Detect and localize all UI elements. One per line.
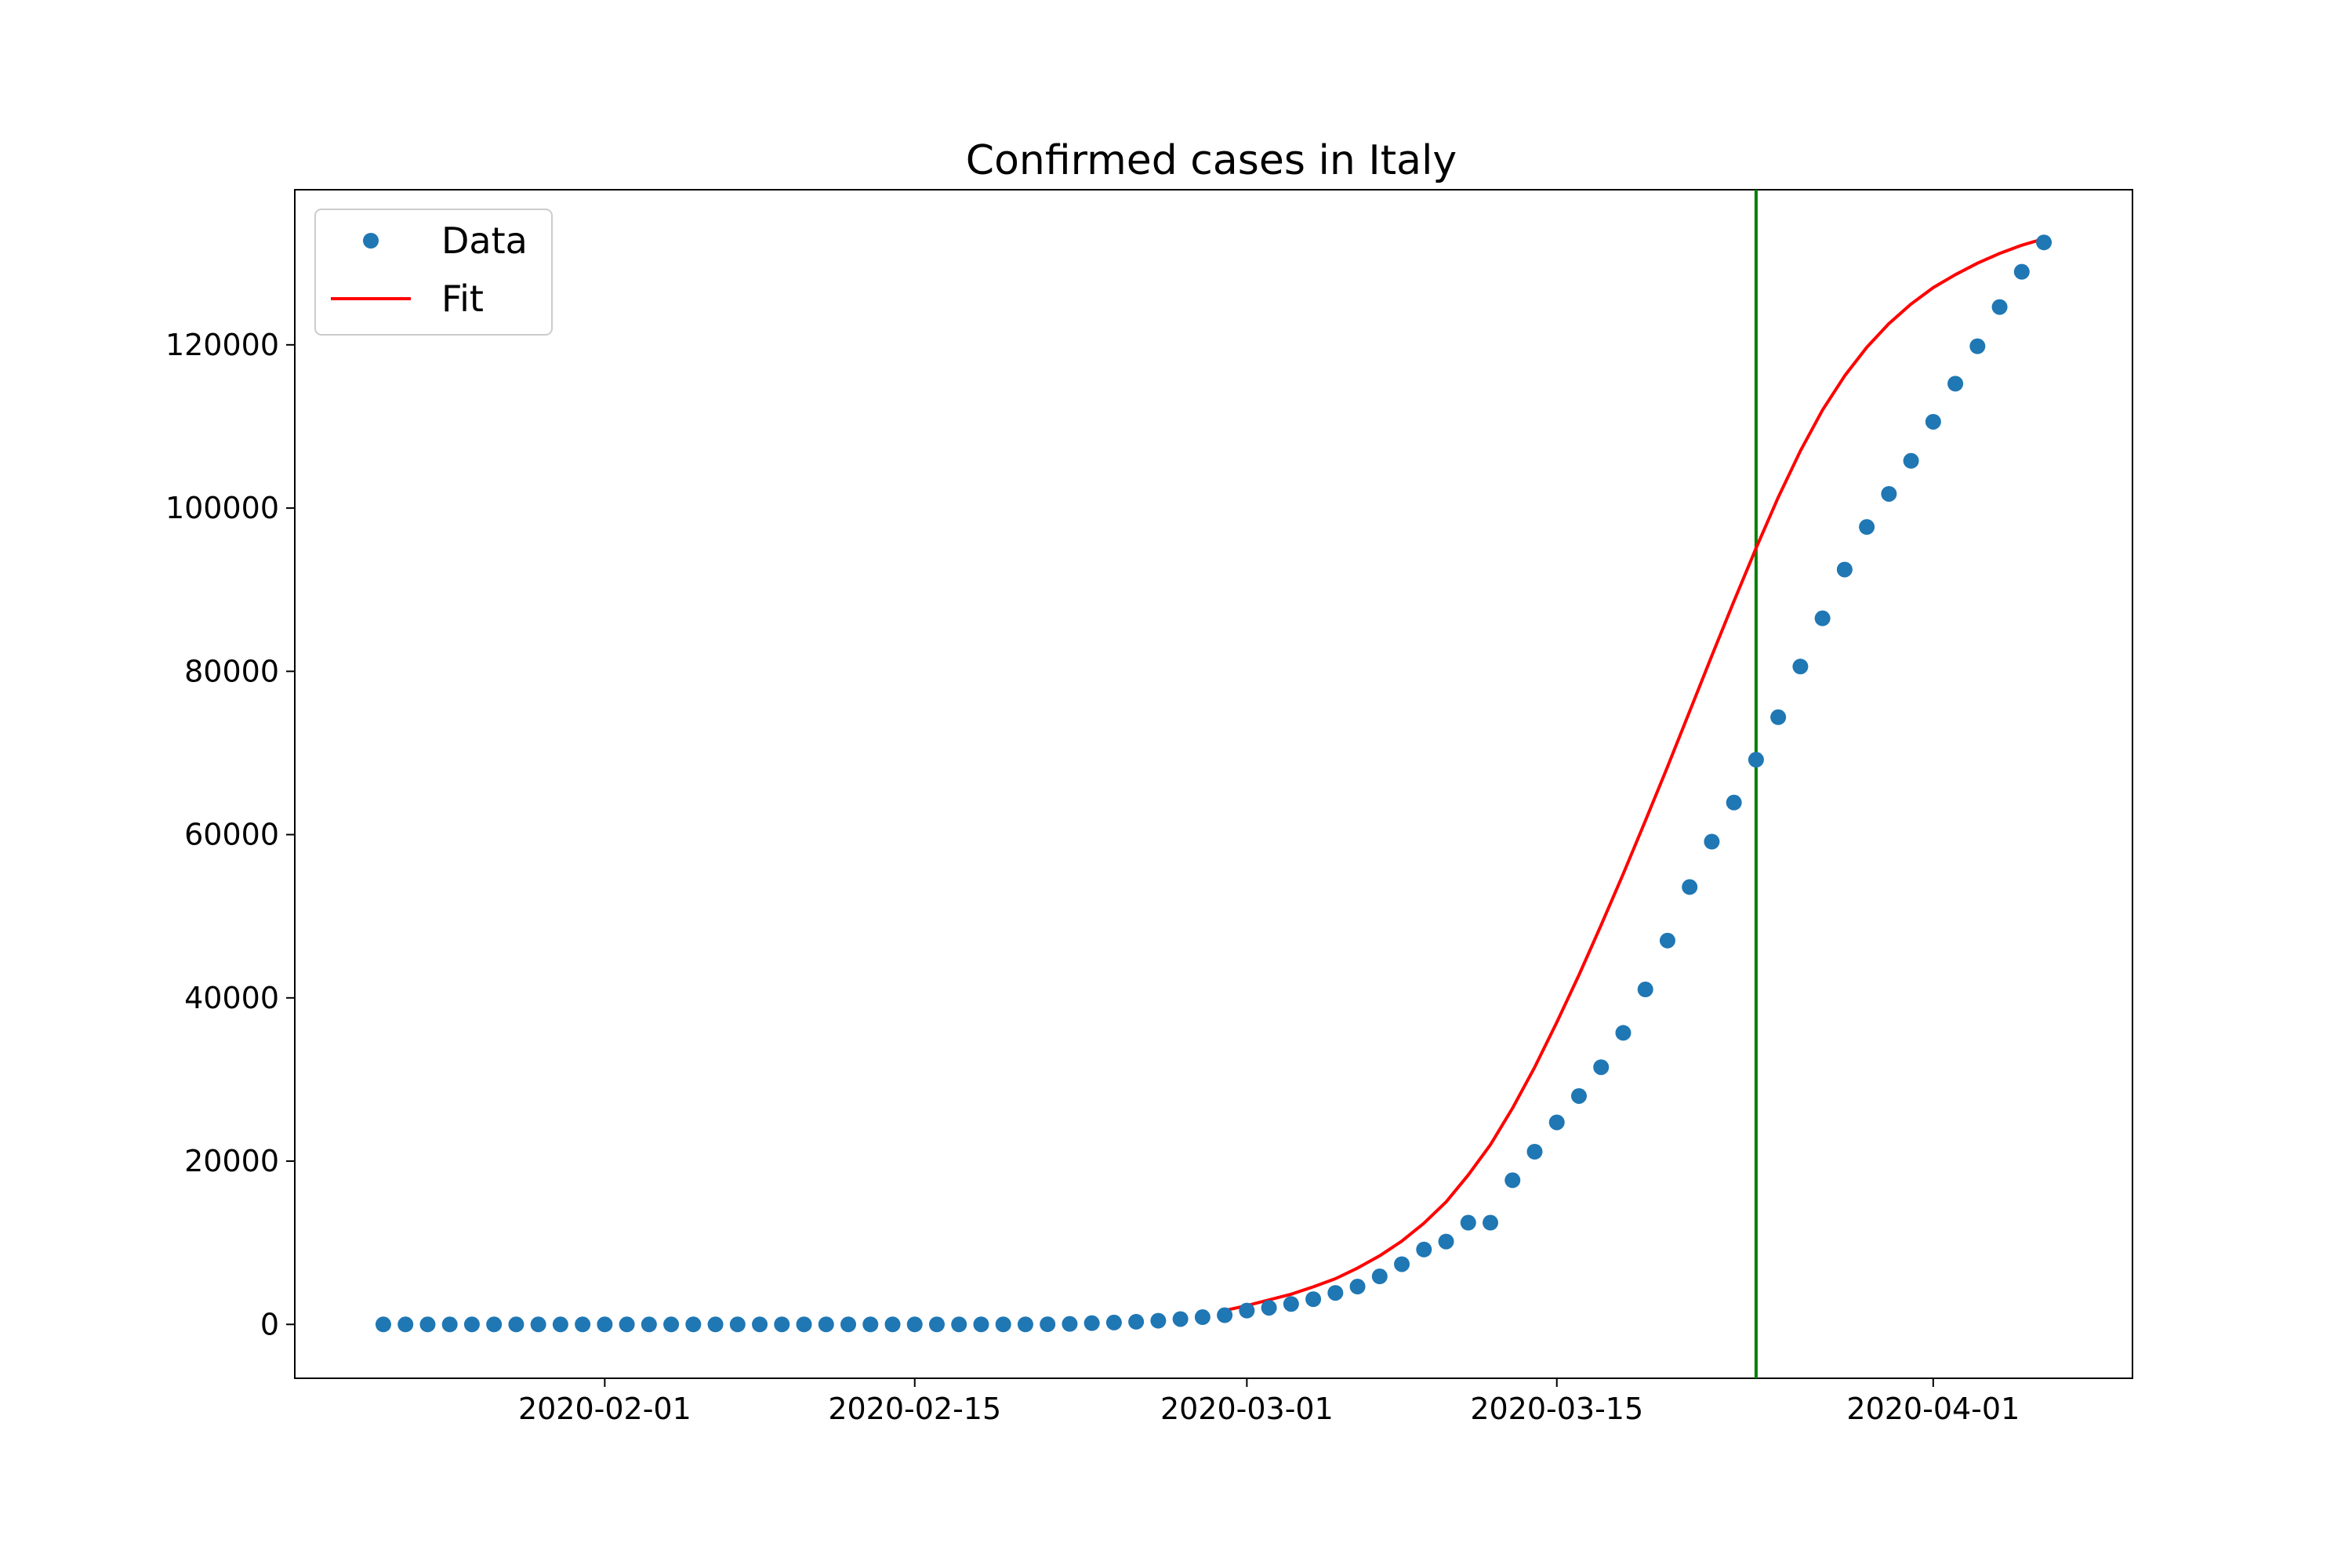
data-point bbox=[862, 1316, 879, 1333]
data-point bbox=[2013, 263, 2030, 280]
data-point bbox=[1062, 1316, 1078, 1332]
data-point bbox=[1438, 1233, 1454, 1250]
data-point bbox=[707, 1316, 724, 1333]
data-point bbox=[1770, 709, 1787, 725]
data-point bbox=[463, 1316, 480, 1333]
data-point bbox=[1615, 1025, 1632, 1041]
data-point bbox=[1792, 659, 1809, 675]
data-point bbox=[818, 1316, 834, 1333]
data-point bbox=[1327, 1285, 1344, 1301]
data-point bbox=[1748, 752, 1764, 768]
data-point bbox=[1903, 452, 1919, 469]
y-tick-label: 40000 bbox=[184, 981, 279, 1015]
data-point bbox=[1083, 1315, 1100, 1331]
data-point bbox=[508, 1316, 524, 1333]
data-point bbox=[2036, 234, 2053, 251]
data-point bbox=[1526, 1143, 1543, 1160]
data-point bbox=[1349, 1279, 1366, 1295]
data-point bbox=[1659, 932, 1675, 949]
x-tick-label: 2020-03-15 bbox=[1470, 1392, 1643, 1426]
data-point bbox=[1925, 413, 1941, 430]
chart-title: Confirmed cases in Italy bbox=[966, 137, 1457, 184]
x-tick-label: 2020-02-01 bbox=[518, 1392, 691, 1426]
y-axis: 0 20000 40000 60000 80000 100000 120000 bbox=[165, 328, 295, 1341]
data-point bbox=[419, 1316, 436, 1333]
data-point bbox=[1548, 1114, 1565, 1131]
legend-marker-data bbox=[363, 233, 379, 249]
data-point bbox=[1881, 485, 1897, 502]
data-point bbox=[1283, 1296, 1299, 1312]
data-point bbox=[1040, 1316, 1056, 1333]
data-point bbox=[1836, 561, 1853, 578]
data-point bbox=[1969, 338, 1986, 354]
data-point bbox=[575, 1316, 591, 1333]
plot-marks bbox=[375, 190, 2053, 1378]
data-point bbox=[685, 1316, 702, 1333]
data-point bbox=[1128, 1313, 1145, 1330]
data-point bbox=[1726, 794, 1742, 811]
data-point bbox=[884, 1316, 901, 1333]
legend: Data Fit bbox=[314, 209, 553, 336]
data-point bbox=[1704, 833, 1720, 850]
data-point bbox=[663, 1316, 680, 1333]
data-point bbox=[840, 1316, 857, 1333]
data-point bbox=[1483, 1214, 1499, 1231]
y-tick-label: 60000 bbox=[184, 818, 279, 852]
data-point bbox=[1504, 1172, 1521, 1189]
data-point bbox=[995, 1316, 1011, 1333]
data-point bbox=[928, 1316, 945, 1333]
y-tick-label: 0 bbox=[260, 1307, 279, 1341]
data-point bbox=[1105, 1314, 1122, 1330]
data-point bbox=[1859, 519, 1875, 535]
data-point bbox=[752, 1316, 768, 1333]
data-point bbox=[441, 1316, 458, 1333]
data-point bbox=[1814, 610, 1831, 626]
data-point bbox=[397, 1316, 414, 1333]
data-point bbox=[774, 1316, 790, 1333]
data-point bbox=[1371, 1269, 1388, 1285]
y-tick-label: 80000 bbox=[184, 654, 279, 688]
data-point bbox=[1194, 1309, 1210, 1326]
data-point bbox=[1947, 376, 1964, 392]
data-point bbox=[1394, 1256, 1410, 1272]
data-point bbox=[530, 1316, 546, 1333]
data-point bbox=[1172, 1311, 1189, 1327]
data-point bbox=[1150, 1312, 1167, 1329]
data-point bbox=[1991, 299, 2008, 315]
data-point bbox=[552, 1316, 568, 1333]
data-point bbox=[1460, 1214, 1476, 1231]
data-point bbox=[1416, 1241, 1432, 1258]
data-point bbox=[973, 1316, 989, 1333]
data-point bbox=[1017, 1316, 1033, 1333]
data-point bbox=[729, 1316, 746, 1333]
fit-line bbox=[1224, 237, 2045, 1312]
y-tick-label: 20000 bbox=[184, 1144, 279, 1178]
data-point bbox=[1261, 1300, 1277, 1316]
data-point bbox=[641, 1316, 657, 1333]
x-tick-label: 2020-04-01 bbox=[1846, 1392, 2020, 1426]
legend-label-data: Data bbox=[441, 220, 528, 262]
data-point bbox=[796, 1316, 812, 1333]
data-point bbox=[1217, 1307, 1233, 1323]
plot-area bbox=[294, 189, 2133, 1379]
data-point bbox=[1570, 1087, 1587, 1104]
x-tick-label: 2020-03-01 bbox=[1160, 1392, 1334, 1426]
data-point bbox=[1593, 1059, 1610, 1076]
data-point bbox=[906, 1316, 923, 1333]
data-point bbox=[1682, 879, 1698, 895]
x-tick-label: 2020-02-15 bbox=[828, 1392, 1001, 1426]
data-point bbox=[597, 1316, 613, 1333]
data-point bbox=[619, 1316, 635, 1333]
y-tick-label: 100000 bbox=[165, 491, 279, 525]
data-point bbox=[1239, 1302, 1255, 1319]
data-point bbox=[951, 1316, 967, 1333]
data-point bbox=[375, 1316, 391, 1333]
y-tick-label: 120000 bbox=[165, 328, 279, 362]
x-axis: 2020-02-01 2020-02-15 2020-03-01 2020-03-15… bbox=[518, 1378, 2020, 1426]
data-point bbox=[1637, 982, 1653, 998]
data-point bbox=[486, 1316, 503, 1333]
legend-label-fit: Fit bbox=[441, 278, 484, 320]
data-point bbox=[1305, 1291, 1322, 1308]
